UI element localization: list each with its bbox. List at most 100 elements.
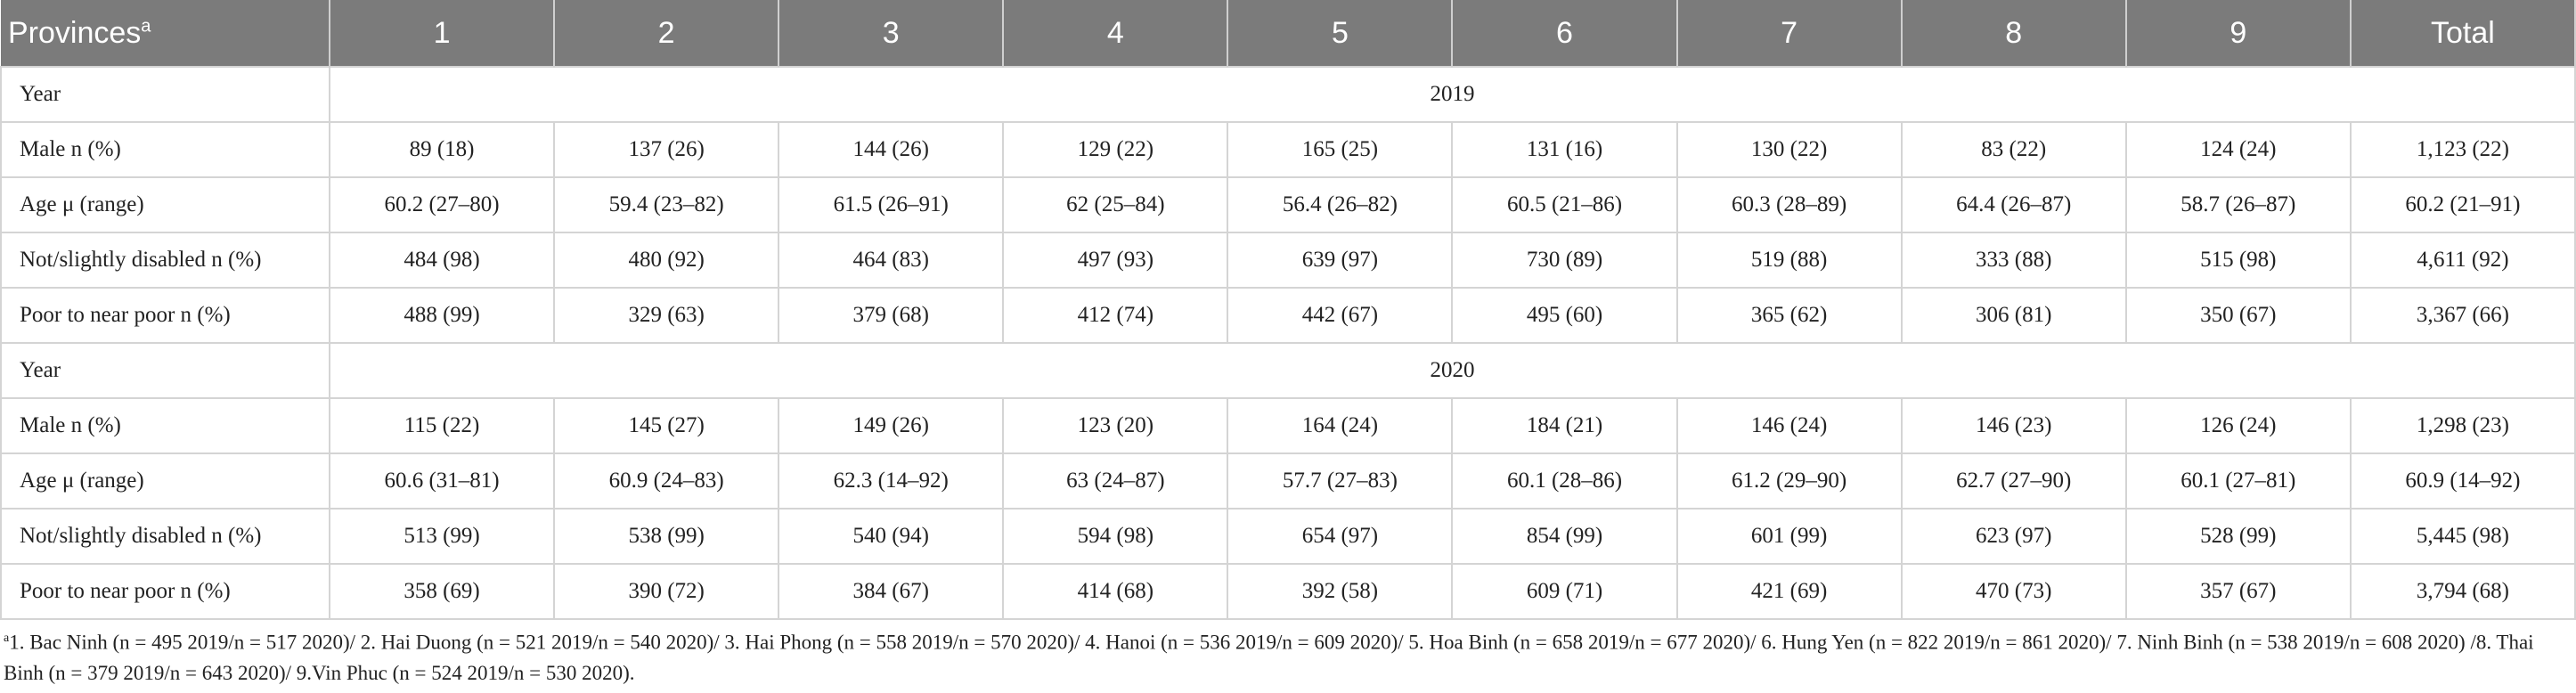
data-row: Not/slightly disabled n (%) 513 (99) 538 (… [0,508,2576,565]
row-label: Year [0,342,330,399]
data-cell: 306 (81) [1900,287,2127,344]
data-cell: 61.2 (29–90) [1675,452,1903,510]
header-cell: 3 [779,0,1005,67]
data-cell: 528 (99) [2124,508,2352,565]
data-cell: 442 (67) [1227,287,1454,344]
row-label: Poor to near poor n (%) [0,287,330,344]
data-cell: 144 (26) [778,121,1005,178]
data-row: Male n (%) 115 (22) 145 (27) 149 (26) 123 (2… [0,397,2576,454]
data-cell: 131 (16) [1451,121,1678,178]
data-cell: 146 (23) [1900,397,2127,454]
data-cell: 5,445 (98) [2349,508,2576,565]
year-row: Year 2020 [0,342,2576,399]
data-cell: 130 (22) [1675,121,1903,178]
data-cell: 124 (24) [2124,121,2352,178]
data-cell: 64.4 (26–87) [1900,176,2127,233]
header-cell: 7 [1676,0,1903,67]
header-cell: 6 [1452,0,1678,67]
data-cell: 654 (97) [1227,508,1454,565]
footnote-text: 1. Bac Ninh (n = 495 2019/n = 517 2020)/… [4,631,2534,684]
data-cell: 350 (67) [2124,287,2352,344]
row-label: Age μ (range) [0,452,330,510]
data-cell: 164 (24) [1227,397,1454,454]
data-cell: 484 (98) [328,232,556,289]
data-cell: 4,611 (92) [2349,232,2576,289]
footnote-marker: a [4,632,10,645]
data-cell: 515 (98) [2124,232,2352,289]
data-cell: 60.6 (31–81) [328,452,556,510]
row-label: Year [0,66,330,123]
data-cell: 1,298 (23) [2349,397,2576,454]
data-cell: 146 (24) [1675,397,1903,454]
header-cell: 2 [554,0,780,67]
row-label: Age μ (range) [0,176,330,233]
data-cell: 89 (18) [328,121,556,178]
header-cell: 5 [1227,0,1454,67]
data-cell: 513 (99) [328,508,556,565]
header-title: Provinces [8,15,142,50]
row-label: Male n (%) [0,397,330,454]
data-cell: 60.2 (27–80) [328,176,556,233]
data-cell: 62.7 (27–90) [1900,452,2127,510]
data-cell: 470 (73) [1900,563,2127,620]
data-cell: 115 (22) [328,397,556,454]
data-cell: 379 (68) [778,287,1005,344]
data-cell: 421 (69) [1675,563,1903,620]
data-cell: 392 (58) [1227,563,1454,620]
data-cell: 3,367 (66) [2349,287,2576,344]
data-cell: 63 (24–87) [1002,452,1229,510]
footnote: a1. Bac Ninh (n = 495 2019/n = 517 2020)… [0,620,2576,689]
data-cell: 61.5 (26–91) [778,176,1005,233]
year-cell: 2020 [329,342,2576,399]
data-cell: 497 (93) [1002,232,1229,289]
data-cell: 594 (98) [1002,508,1229,565]
data-cell: 540 (94) [778,508,1005,565]
data-cell: 412 (74) [1002,287,1229,344]
data-cell: 538 (99) [553,508,780,565]
data-row: Poor to near poor n (%) 488 (99) 329 (63) 3… [0,287,2576,344]
data-cell: 60.1 (27–81) [2124,452,2352,510]
data-cell: 480 (92) [553,232,780,289]
data-cell: 58.7 (26–87) [2124,176,2352,233]
data-cell: 495 (60) [1451,287,1678,344]
data-cell: 60.3 (28–89) [1675,176,1903,233]
year-row: Year 2019 [0,66,2576,123]
data-cell: 1,123 (22) [2349,121,2576,178]
data-table: Provincesa 1 2 3 4 5 6 7 8 9 Total Year 2019 Male n… [0,0,2576,620]
header-cell: 9 [2125,0,2352,67]
data-cell: 145 (27) [553,397,780,454]
data-cell: 59.4 (23–82) [553,176,780,233]
data-cell: 126 (24) [2124,397,2352,454]
header-row: Provincesa 1 2 3 4 5 6 7 8 9 Total [1,0,2576,67]
data-cell: 609 (71) [1451,563,1678,620]
data-cell: 60.2 (21–91) [2349,176,2576,233]
data-cell: 60.9 (14–92) [2349,452,2576,510]
data-cell: 365 (62) [1675,287,1903,344]
data-cell: 623 (97) [1900,508,2127,565]
data-cell: 60.5 (21–86) [1451,176,1678,233]
data-cell: 384 (67) [778,563,1005,620]
header-cell: 4 [1003,0,1229,67]
data-cell: 730 (89) [1451,232,1678,289]
data-cell: 329 (63) [553,287,780,344]
data-cell: 3,794 (68) [2349,563,2576,620]
data-cell: 357 (67) [2124,563,2352,620]
header-cell: 1 [330,0,556,67]
row-label: Poor to near poor n (%) [0,563,330,620]
data-cell: 149 (26) [778,397,1005,454]
data-cell: 83 (22) [1900,121,2127,178]
data-cell: 639 (97) [1227,232,1454,289]
year-cell: 2019 [329,66,2576,123]
header-cell: 8 [1901,0,2127,67]
data-cell: 137 (26) [553,121,780,178]
data-cell: 358 (69) [328,563,556,620]
data-cell: 60.1 (28–86) [1451,452,1678,510]
data-cell: 464 (83) [778,232,1005,289]
row-label: Not/slightly disabled n (%) [0,508,330,565]
data-cell: 62 (25–84) [1002,176,1229,233]
data-cell: 60.9 (24–83) [553,452,780,510]
data-cell: 390 (72) [553,563,780,620]
data-cell: 333 (88) [1900,232,2127,289]
data-cell: 56.4 (26–82) [1227,176,1454,233]
